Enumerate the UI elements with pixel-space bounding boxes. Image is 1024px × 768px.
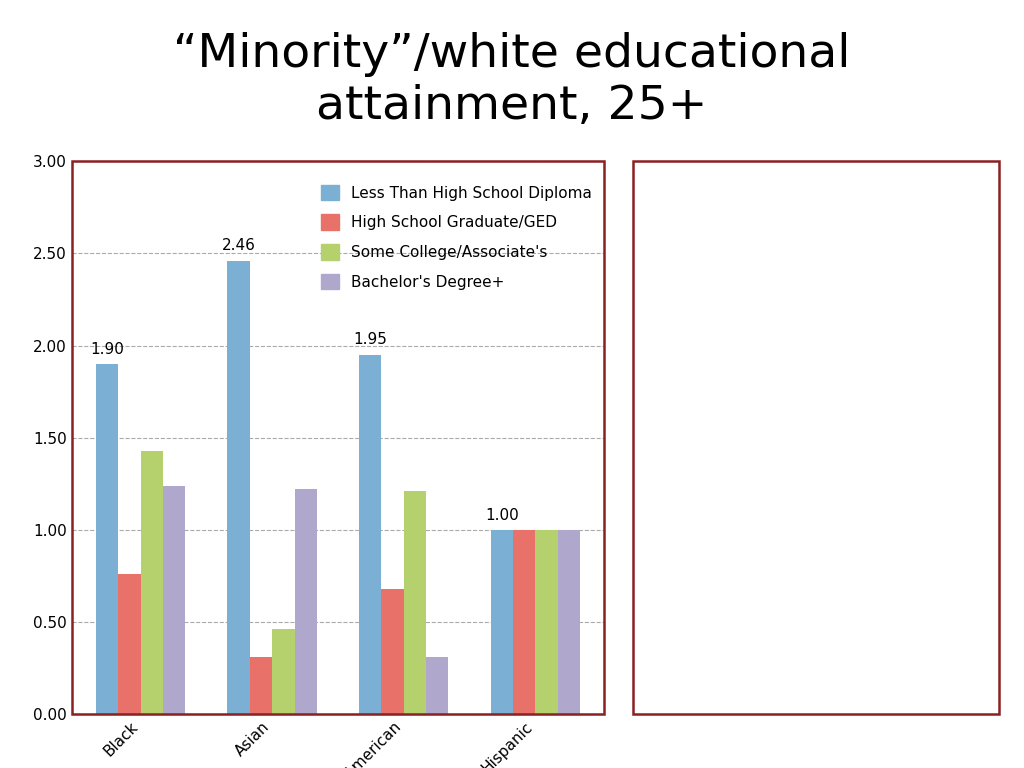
Text: 1.00: 1.00 [484,508,518,522]
Text: whites.: whites. [681,484,752,502]
Bar [426,657,449,714]
Text: 1.95: 1.95 [353,333,387,347]
Bar [163,485,185,714]
Bar [295,489,316,714]
Text: Black and Asian shares: Black and Asian shares [681,372,882,389]
Text: attainment.: attainment. [681,624,782,641]
Bar [272,630,295,714]
Bar [140,451,163,714]
Text: “Minority”/white educational
attainment, 25+: “Minority”/white educational attainment,… [173,32,851,129]
Text: •: • [651,548,663,568]
Bar [250,657,272,714]
Bar [403,492,426,714]
Text: 1.90: 1.90 [90,342,124,356]
Bar [513,530,536,714]
Text: and HS diploma than: and HS diploma than [681,302,886,319]
Text: 2.46: 2.46 [221,238,256,253]
Bar [536,530,558,714]
Text: Americans: Americans [681,227,778,244]
Text: Blacks, Asians, and Native: Blacks, Asians, and Native [681,189,910,207]
Bar [359,355,381,714]
Text: same educational: same educational [681,586,836,604]
Text: college degree + are: college degree + are [751,409,954,427]
Text: with: with [681,409,723,427]
Bar [227,261,250,714]
Text: •: • [651,372,663,390]
Text: also higher than for: also higher than for [681,447,874,465]
Text: whites.: whites. [681,339,752,357]
Bar [490,530,513,714]
Bar [96,364,118,714]
Bar [558,530,580,714]
Text: Hispanics and whites have: Hispanics and whites have [681,548,912,566]
Legend: Less Than High School Diploma, High School Graduate/GED, Some College/Associate': Less Than High School Diploma, High Scho… [316,180,597,294]
Text: shares with less than HS: shares with less than HS [681,264,923,282]
Bar [118,574,140,714]
Text: have higher: have higher [820,227,937,244]
Bar [381,589,403,714]
Text: •: • [651,189,663,208]
